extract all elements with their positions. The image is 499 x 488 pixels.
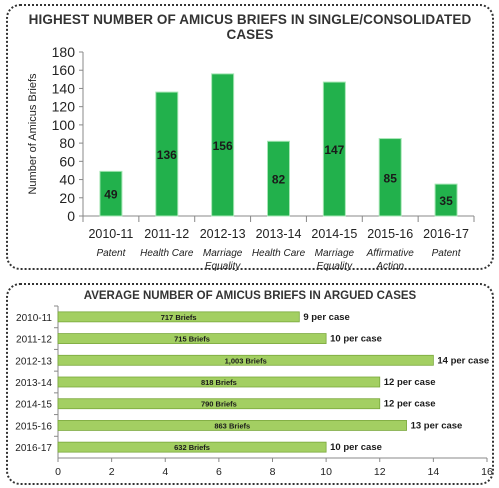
x-tick-label: 16	[481, 466, 493, 478]
y-tick-label: 2013-14	[15, 378, 52, 389]
end-label: 9 per case	[303, 312, 349, 323]
inner-label: 632 Briefs	[174, 443, 210, 452]
inner-label: 790 Briefs	[201, 400, 237, 409]
end-label: 14 per case	[437, 355, 489, 366]
case-label: Equality	[317, 261, 354, 272]
x-tick-label: 2013-14	[256, 227, 302, 241]
x-tick-label: 4	[162, 466, 168, 478]
y-tick-label: 160	[52, 62, 76, 78]
x-tick-label: 2016-17	[423, 227, 469, 241]
x-tick-label: 10	[320, 466, 332, 478]
x-tick-label: 14	[428, 466, 440, 478]
x-tick-label: 8	[270, 466, 276, 478]
bar-2011-12	[155, 91, 179, 217]
y-tick-label: 140	[52, 80, 76, 96]
case-label: Equality	[205, 261, 242, 272]
bar-2016-17	[434, 183, 458, 217]
y-tick-label: 180	[52, 44, 76, 60]
y-tick-label: 20	[59, 190, 75, 206]
case-label: Patent	[96, 248, 126, 259]
x-tick-label: 6	[216, 466, 222, 478]
end-label: 10 per case	[330, 334, 382, 345]
chart-panel-highest-briefs: HIGHEST NUMBER OF AMICUS BRIEFS IN SINGL…	[6, 4, 494, 272]
end-label: 12 per case	[384, 377, 436, 388]
bar-2010-11	[57, 311, 300, 323]
y-tick-label: 40	[59, 172, 75, 188]
data-label: 82	[272, 173, 286, 187]
data-label: 85	[384, 171, 398, 185]
data-label: 49	[104, 188, 118, 202]
inner-label: 863 Briefs	[214, 421, 250, 430]
bar-2010-11	[99, 170, 123, 217]
chart-panel-average-briefs: AVERAGE NUMBER OF AMICUS BRIEFS IN ARGUE…	[6, 283, 494, 485]
y-axis-label: Number of Amicus Briefs	[27, 73, 39, 195]
x-tick-label: 2011-12	[144, 227, 189, 241]
bar-2013-14	[57, 376, 381, 388]
case-label: Health Care	[140, 248, 194, 259]
bar-2011-12	[57, 333, 327, 344]
bar-2015-16	[57, 420, 407, 431]
y-tick-label: 2015-16	[15, 421, 52, 432]
case-label: Marriage	[315, 248, 355, 259]
x-tick-label: 2	[109, 466, 115, 478]
chart-title: AVERAGE NUMBER OF AMICUS BRIEFS IN ARGUE…	[83, 290, 417, 302]
data-label: 156	[213, 139, 233, 153]
x-tick-label: 12	[374, 466, 386, 478]
x-tick-label: 2014-15	[311, 227, 357, 241]
y-tick-label: 80	[59, 135, 75, 151]
y-tick-label: 100	[52, 117, 76, 133]
data-label: 35	[439, 194, 453, 208]
x-tick-label: 2012-13	[200, 227, 246, 241]
chart-title: HIGHEST NUMBER OF AMICUS BRIEFS IN SINGL…	[28, 12, 472, 42]
end-label: 12 per case	[384, 399, 436, 410]
inner-label: 715 Briefs	[174, 335, 210, 344]
bar-2014-15	[322, 81, 346, 217]
y-tick-label: 0	[67, 208, 75, 224]
y-tick-label: 2011-12	[16, 335, 52, 346]
inner-label: 818 Briefs	[201, 378, 237, 387]
bar-2015-16	[378, 138, 402, 217]
y-tick-label: 60	[59, 153, 75, 169]
bar-2014-15	[57, 398, 381, 410]
data-label: 147	[324, 143, 344, 157]
y-tick-label: 2016-17	[15, 443, 52, 454]
data-label: 136	[157, 148, 177, 162]
bar-2012-13	[211, 73, 235, 217]
x-tick-label: 0	[55, 466, 61, 478]
bar-2013-14	[267, 140, 290, 217]
inner-label: 717 Briefs	[161, 313, 197, 322]
bar-2012-13	[57, 354, 434, 366]
inner-label: 1,003 Briefs	[225, 356, 267, 365]
case-label: Patent	[432, 248, 462, 259]
case-label: Health Care	[252, 248, 306, 259]
y-tick-label: 2010-11	[16, 313, 52, 324]
end-label: 13 per case	[411, 420, 463, 431]
bar-chart-highest-briefs: 0 20 40 60 80 100 120 140 160 180 Number of Amicus…	[27, 44, 475, 272]
bar-2016-17	[57, 441, 327, 453]
x-tick-label: 2015-16	[367, 227, 413, 241]
case-label: Action	[375, 261, 404, 272]
y-tick-label: 2012-13	[15, 356, 52, 367]
y-tick-label: 2014-15	[15, 400, 52, 411]
case-label: Affirmative	[366, 248, 415, 259]
case-label: Marriage	[203, 248, 243, 259]
end-label: 10 per case	[330, 442, 382, 453]
y-tick-label: 120	[52, 99, 76, 115]
x-tick-label: 2010-11	[88, 227, 133, 241]
bar-chart-average-briefs: 0 2 4 6 8 10 12 14 16 2010-11 717 Briefs 9 per case…	[15, 305, 493, 478]
